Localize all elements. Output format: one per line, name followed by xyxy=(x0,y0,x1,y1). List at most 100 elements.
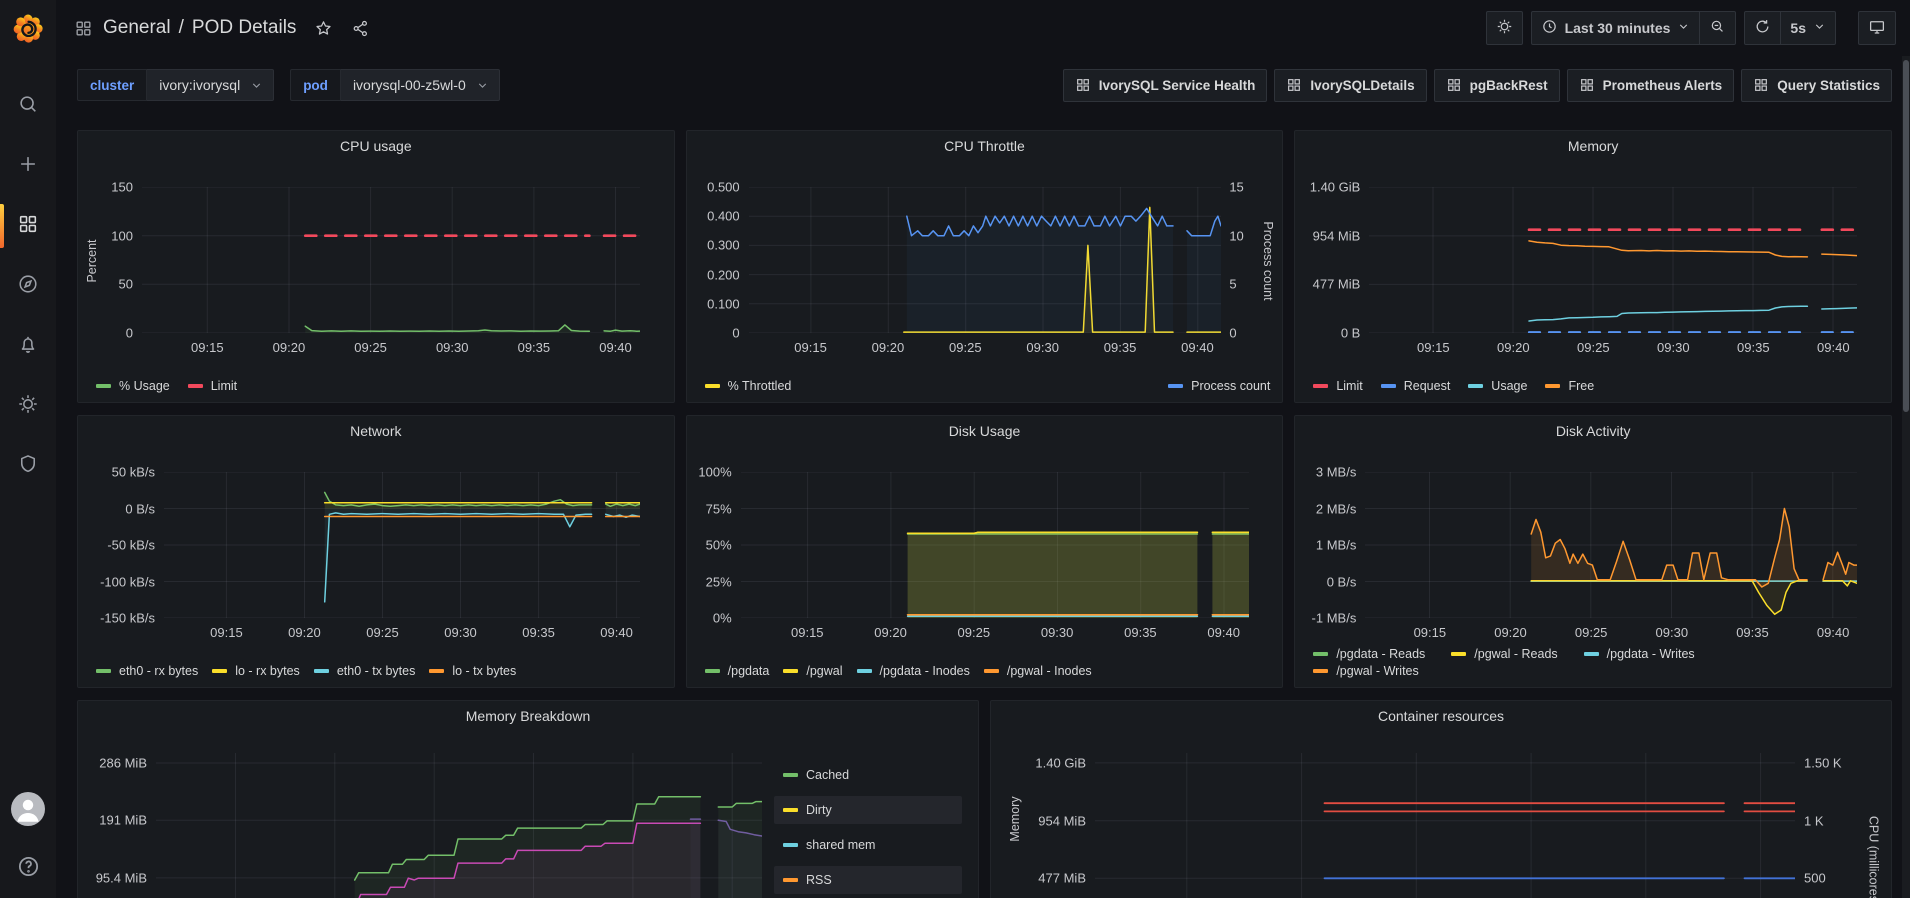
panel-title[interactable]: Disk Activity xyxy=(1555,423,1631,439)
x-tick-label: 09:20 xyxy=(871,340,905,355)
legend-item--usage[interactable]: % Usage xyxy=(96,379,170,393)
legend-item-rss[interactable]: RSS xyxy=(774,866,962,894)
legend-item--pgdata[interactable]: /pgdata xyxy=(704,664,769,678)
legend-item-shared-mem[interactable]: shared mem xyxy=(774,831,962,859)
legend-item-free[interactable]: Free xyxy=(1545,379,1594,393)
legend-item-lo-tx-bytes[interactable]: lo - tx bytes xyxy=(429,664,516,678)
dashboard-link-ivorysqldetails[interactable]: IvorySQLDetails xyxy=(1274,68,1427,102)
share-icon[interactable] xyxy=(351,19,370,38)
scrollbar-thumb[interactable] xyxy=(1903,60,1909,412)
user-avatar[interactable] xyxy=(11,792,45,826)
x-tick-label: 09:40 xyxy=(1817,340,1850,355)
legend-item-limit[interactable]: Limit xyxy=(1313,379,1363,393)
y-tick-label: 150 xyxy=(111,179,133,195)
breadcrumb-dashboard-title[interactable]: POD Details xyxy=(191,17,297,38)
y-tick-label: 0.100 xyxy=(707,296,740,312)
legend-item-dirty[interactable]: Dirty xyxy=(774,796,962,824)
x-tick-label: 09:20 xyxy=(288,625,321,640)
legend: % Usage Limit xyxy=(96,379,662,393)
legend-item-eth0-rx-bytes[interactable]: eth0 - rx bytes xyxy=(96,664,198,678)
y-tick-label: 95.4 MiB xyxy=(95,870,147,886)
dashboard-link-query-statistics[interactable]: Query Statistics xyxy=(1741,68,1892,102)
legend-item--pgwal-inodes[interactable]: /pgwal - Inodes xyxy=(983,664,1092,678)
dashboard-settings-button[interactable] xyxy=(1485,11,1523,45)
y-axis-title-right: CPU (millicores) xyxy=(1866,815,1880,898)
legend-item--pgdata-reads[interactable]: /pgdata - Reads xyxy=(1313,647,1425,661)
chart-area-disk-usage[interactable]: 0% 25% 50% 75% 100% 09:15 09:20 09:25 09:30 09:35… xyxy=(698,465,1249,640)
panel-title[interactable]: Network xyxy=(350,423,402,439)
x-tick-label: 09:25 xyxy=(949,340,982,355)
panel-title[interactable]: CPU usage xyxy=(340,138,412,154)
sidebar-item-create[interactable] xyxy=(0,146,56,186)
x-tick-label: 09:20 xyxy=(1494,625,1527,640)
dashboard-link-pgbackrest[interactable]: pgBackRest xyxy=(1433,68,1560,102)
zoom-out-button[interactable] xyxy=(1700,11,1737,45)
legend-item--throttled[interactable]: % Throttled xyxy=(704,379,791,393)
sidebar-item-explore[interactable] xyxy=(0,266,56,306)
panel-title[interactable]: Container resources xyxy=(1377,708,1505,724)
panel-title[interactable]: CPU Throttle xyxy=(944,138,1025,154)
legend-item-request[interactable]: Request xyxy=(1380,379,1450,393)
sidebar-item-search[interactable] xyxy=(0,86,56,126)
legend-swatch xyxy=(212,669,228,673)
legend-label: /pgdata - Inodes xyxy=(879,664,970,678)
chart-svg xyxy=(740,472,1249,618)
x-tick-label: 09:30 xyxy=(1655,625,1689,640)
help-icon[interactable] xyxy=(16,854,41,884)
dashboard-link-label: IvorySQLDetails xyxy=(1310,77,1415,93)
y-tick-label: 15 xyxy=(1229,179,1244,195)
x-tick-label: 09:35 xyxy=(1103,340,1137,355)
legend-item--pgwal-reads[interactable]: /pgwal - Reads xyxy=(1451,647,1558,661)
dashboard-link-label: pgBackRest xyxy=(1469,77,1548,93)
chart-area-memory-breakdown[interactable]: 95.4 MiB 191 MiB 286 MiB xyxy=(96,753,762,898)
panel-disk-activity: Disk Activity -1 MB/s 0 B/s 1 MB/s 2 MB/s 3 … xyxy=(1294,415,1892,688)
sidebar-item-dashboards[interactable] xyxy=(0,204,56,248)
chart-area-container-resources[interactable]: 477 MiB 954 MiB 1.40 GiB 500 1 K 1.50 K xyxy=(1035,753,1842,898)
legend-item-usage[interactable]: Usage xyxy=(1468,379,1527,393)
legend-item-limit[interactable]: Limit xyxy=(187,379,237,393)
panel-title[interactable]: Memory Breakdown xyxy=(465,708,591,724)
legend-item--pgdata-inodes[interactable]: /pgdata - Inodes xyxy=(856,664,970,678)
chevron-down-icon xyxy=(1813,20,1826,36)
chart-area-memory[interactable]: 0 B 477 MiB 954 MiB 1.40 GiB 09:15 09:20 09:25… xyxy=(1310,180,1858,355)
refresh-button[interactable] xyxy=(1744,11,1782,45)
x-tick-label: 09:15 xyxy=(210,625,243,640)
sidebar-item-configuration[interactable] xyxy=(0,386,56,426)
time-range-picker[interactable]: Last 30 minutes xyxy=(1530,11,1701,45)
breadcrumb-folder[interactable]: General xyxy=(103,17,171,38)
chart-area-network[interactable]: -150 kB/s -100 kB/s -50 kB/s 0 B/s 50 kB/s 09… xyxy=(100,465,640,640)
legend-swatch xyxy=(783,843,798,847)
variable-pod-picker[interactable]: ivorysql-00-z5wl-0 xyxy=(340,69,500,101)
variable-cluster-picker[interactable]: ivory:ivorysql xyxy=(147,69,275,101)
grafana-logo-icon[interactable] xyxy=(10,10,46,46)
x-tick-label: 09:25 xyxy=(1577,340,1610,355)
legend-item-lo-rx-bytes[interactable]: lo - rx bytes xyxy=(212,664,300,678)
legend-item--pgdata-writes[interactable]: /pgdata - Writes xyxy=(1583,647,1695,661)
panel-title[interactable]: Memory xyxy=(1567,138,1619,154)
legend: % Throttled Process count xyxy=(704,379,1270,393)
chart-area-cpu-throttle[interactable]: 0 0.100 0.200 0.300 0.400 0.500 0 5 10 15 09:15 09:… xyxy=(707,180,1244,356)
chart-area-disk-activity[interactable]: -1 MB/s 0 B/s 1 MB/s 2 MB/s 3 MB/s 09:15 09:20… xyxy=(1312,465,1858,640)
sidebar-item-alerting[interactable] xyxy=(0,326,56,366)
star-icon[interactable] xyxy=(314,19,333,38)
legend-item-eth0-tx-bytes[interactable]: eth0 - tx bytes xyxy=(313,664,415,678)
y-axis-title-right: Process count xyxy=(1261,221,1276,301)
kiosk-mode-button[interactable] xyxy=(1858,11,1896,45)
panel-title[interactable]: Disk Usage xyxy=(948,423,1021,439)
legend-item-cached[interactable]: Cached xyxy=(774,761,962,789)
dashboard-link-prometheus-alerts[interactable]: Prometheus Alerts xyxy=(1566,68,1735,102)
breadcrumb: General / POD Details xyxy=(74,17,370,39)
refresh-interval-picker[interactable]: 5s xyxy=(1781,11,1836,45)
y-tick-label: 954 MiB xyxy=(1312,228,1361,244)
legend-item--pgwal[interactable]: /pgwal xyxy=(783,664,843,678)
sidebar-nav xyxy=(0,86,56,506)
scrollbar xyxy=(1902,56,1910,898)
sidebar-item-server-admin[interactable] xyxy=(0,446,56,486)
legend-item-process-count[interactable]: Process count xyxy=(1168,379,1270,393)
legend-item--pgwal-writes[interactable]: /pgwal - Writes xyxy=(1313,664,1419,678)
legend-swatch xyxy=(704,669,720,673)
dashboard-link-ivorysql-service-health[interactable]: IvorySQL Service Health xyxy=(1062,68,1268,102)
y-tick-label: 477 MiB xyxy=(1038,870,1086,886)
chart-area-cpu-usage[interactable]: 0 50 100 150 09:15 09:20 09:25 09:30 09:35 09:40 xyxy=(111,180,640,355)
y-tick-label: 477 MiB xyxy=(1312,276,1361,292)
